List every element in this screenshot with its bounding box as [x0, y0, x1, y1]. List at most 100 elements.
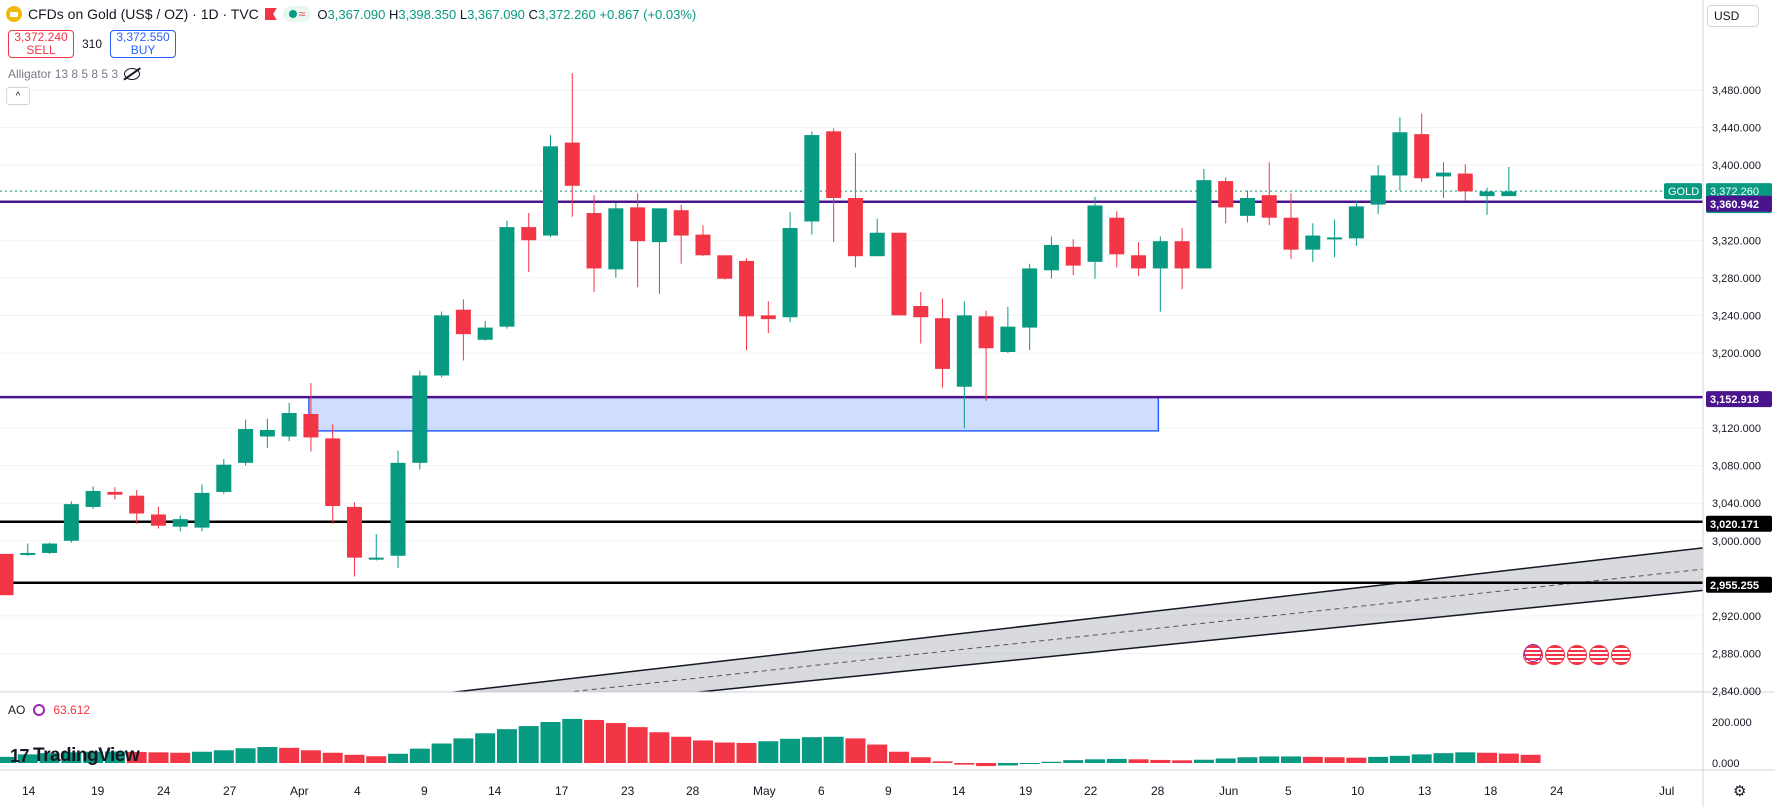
candle-body	[1261, 195, 1277, 218]
currency-selector[interactable]: USD	[1707, 5, 1759, 27]
ao-bar	[1368, 756, 1389, 763]
gear-icon[interactable]: ⚙	[1733, 783, 1747, 800]
channel-line[interactable]	[431, 543, 1749, 695]
time-axis-label: 17	[555, 784, 569, 798]
candle-body	[826, 131, 842, 198]
candle-body	[1109, 217, 1125, 255]
buy-button[interactable]: 3,372.550 BUY	[110, 30, 177, 58]
ao-bar	[1520, 754, 1541, 763]
candle-body	[630, 207, 646, 242]
time-axis-label: 5	[1285, 784, 1292, 798]
ao-bar	[126, 751, 147, 763]
sell-button[interactable]: 3,372.240 SELL	[8, 30, 74, 58]
price-axis-tick: 3,480.000	[1712, 85, 1761, 97]
time-axis-label: 14	[488, 784, 502, 798]
candle-body	[20, 552, 36, 555]
price-axis-tick: 3,000.000	[1712, 536, 1761, 548]
ao-bar	[1389, 755, 1410, 763]
price-axis-tick: 3,200.000	[1712, 348, 1761, 360]
candle-body	[586, 213, 602, 269]
candle-body	[1174, 241, 1190, 269]
indicator-label: Alligator 13 8 5 8 5 3	[8, 67, 119, 81]
ao-bar	[1215, 758, 1236, 763]
price-axis-tick: 3,040.000	[1712, 498, 1761, 510]
candle-body	[390, 462, 406, 556]
ao-bar	[714, 742, 735, 763]
candle-body	[673, 210, 689, 236]
candle-body	[107, 491, 123, 495]
ao-bar	[801, 737, 822, 763]
ao-bar	[496, 729, 517, 763]
candle-body	[1043, 244, 1059, 271]
ao-bar	[1085, 759, 1105, 763]
price-axis-tick: 3,440.000	[1712, 123, 1761, 135]
ao-bar	[170, 752, 191, 763]
channel-fill	[454, 547, 1703, 692]
candle-body	[63, 504, 79, 541]
candle-body	[543, 146, 558, 236]
alligator-indicator-legend[interactable]: Alligator 13 8 5 8 5 3	[8, 67, 141, 81]
us-flag-icon[interactable]	[1611, 645, 1631, 665]
ao-bar	[0, 756, 16, 763]
candle-body	[891, 232, 907, 316]
ao-bar	[1193, 759, 1214, 763]
ao-bar	[867, 744, 888, 763]
refresh-icon[interactable]	[33, 704, 46, 716]
candle-body	[1370, 175, 1386, 205]
candle-body	[1065, 246, 1081, 266]
candle-body	[346, 506, 362, 558]
candle-body	[85, 490, 101, 507]
time-axis-label: 9	[885, 784, 892, 798]
ao-bar	[1477, 752, 1498, 763]
ao-bar	[366, 756, 387, 763]
ao-bar	[518, 726, 539, 763]
level-label-bg	[1706, 195, 1772, 212]
lightning-icon[interactable]	[1524, 644, 1542, 662]
candle-body	[1392, 132, 1408, 176]
spread-value: 310	[82, 37, 103, 51]
time-axis-label: 4	[354, 784, 361, 798]
status-pill[interactable]: ≈	[282, 6, 312, 22]
ao-bar	[83, 751, 104, 763]
us-flag-icon[interactable]	[1567, 645, 1587, 665]
channel-line[interactable]	[431, 586, 1749, 719]
collapse-legend-button[interactable]: ^	[6, 87, 30, 105]
ao-bar	[997, 763, 1018, 766]
tv-logo-icon: 17	[10, 745, 30, 766]
ohlc-high: 3,398.350	[398, 6, 457, 22]
price-axis-tick: 3,400.000	[1712, 160, 1761, 172]
ao-bar	[17, 754, 38, 763]
tradingview-logo[interactable]: 17 TradingView	[10, 745, 140, 766]
time-axis-label: 24	[157, 784, 171, 798]
candle-body	[913, 305, 929, 318]
candle-body	[1152, 241, 1168, 269]
ao-bar	[453, 738, 474, 763]
candle-body	[1218, 181, 1234, 208]
market-open-icon	[288, 10, 297, 18]
us-flag-icon[interactable]	[1545, 645, 1565, 665]
ao-bar	[61, 752, 82, 763]
ao-bar	[1259, 756, 1280, 763]
flag-icon[interactable]	[264, 8, 277, 20]
gold-tag: GOLD	[1668, 186, 1699, 198]
us-flag-icon[interactable]	[1589, 645, 1609, 665]
ao-bar	[845, 738, 866, 763]
candle-body	[42, 543, 58, 553]
ohlc-low: 3,367.090	[467, 6, 525, 22]
candle-body	[368, 557, 384, 560]
ao-bar	[1019, 763, 1040, 765]
symbol-title[interactable]: CFDs on Gold (US$ / OZ) · 1D · TVC	[28, 6, 259, 22]
ao-bar	[235, 748, 256, 763]
time-axis-label: May	[753, 784, 776, 798]
candle-body	[1000, 326, 1016, 352]
time-axis-label: 22	[1084, 784, 1098, 798]
candle-body	[869, 232, 885, 257]
level-label: 3,360.942	[1710, 199, 1759, 211]
time-axis-label: 10	[1351, 784, 1365, 798]
candle-body	[760, 315, 776, 320]
ao-legend[interactable]: AO 63.612	[8, 703, 90, 717]
eye-hidden-icon[interactable]	[124, 68, 141, 80]
ao-bar	[692, 740, 713, 763]
time-axis-label: 9	[421, 784, 428, 798]
